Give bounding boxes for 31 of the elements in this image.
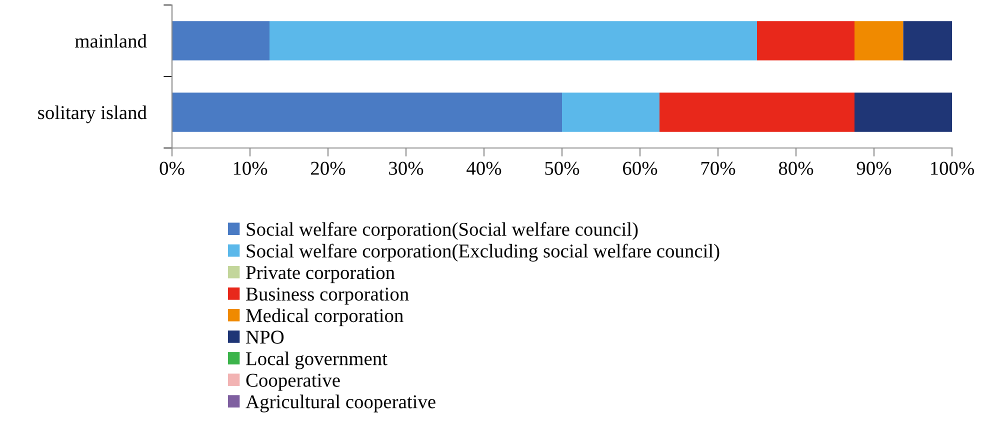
- legend-label: Local government: [246, 352, 388, 370]
- y-tick-label: solitary island: [38, 106, 147, 124]
- x-tick-label: 20%: [311, 162, 346, 175]
- legend-label: Social welfare corporation(Social welfare council): [246, 222, 638, 240]
- bar: [660, 92, 854, 132]
- legend-label: Private corporation: [246, 266, 395, 284]
- x-tick-label: 50%: [545, 162, 580, 175]
- bar: [172, 21, 270, 60]
- x-tick-label: 60%: [623, 162, 658, 175]
- x-tick-label: 80%: [778, 162, 814, 175]
- x-tick-label: 40%: [466, 162, 502, 175]
- bar: [757, 21, 854, 60]
- legend-label: Business corporation: [246, 288, 409, 305]
- legend-label: Agricultural cooperative: [246, 394, 436, 412]
- x-tick-label: 10%: [234, 162, 268, 175]
- bar: [172, 92, 562, 132]
- bar: [854, 21, 904, 60]
- x-tick-label: 70%: [701, 162, 736, 175]
- legend-label: NPO: [246, 330, 284, 344]
- bar: [562, 92, 660, 132]
- bar: [270, 21, 757, 60]
- x-tick-label: 30%: [389, 162, 424, 175]
- x-tick-label: 100%: [931, 162, 974, 175]
- legend-label: Medical corporation: [246, 308, 404, 326]
- x-tick-label: 0%: [160, 162, 184, 175]
- bar: [854, 92, 952, 132]
- y-tick-label: mainland: [75, 34, 147, 48]
- legend-label: Social welfare corporation(Excluding social welfare council): [246, 244, 720, 262]
- legend-label: Cooperative: [246, 374, 340, 391]
- bar: [903, 21, 952, 60]
- x-tick-label: 90%: [856, 162, 892, 175]
